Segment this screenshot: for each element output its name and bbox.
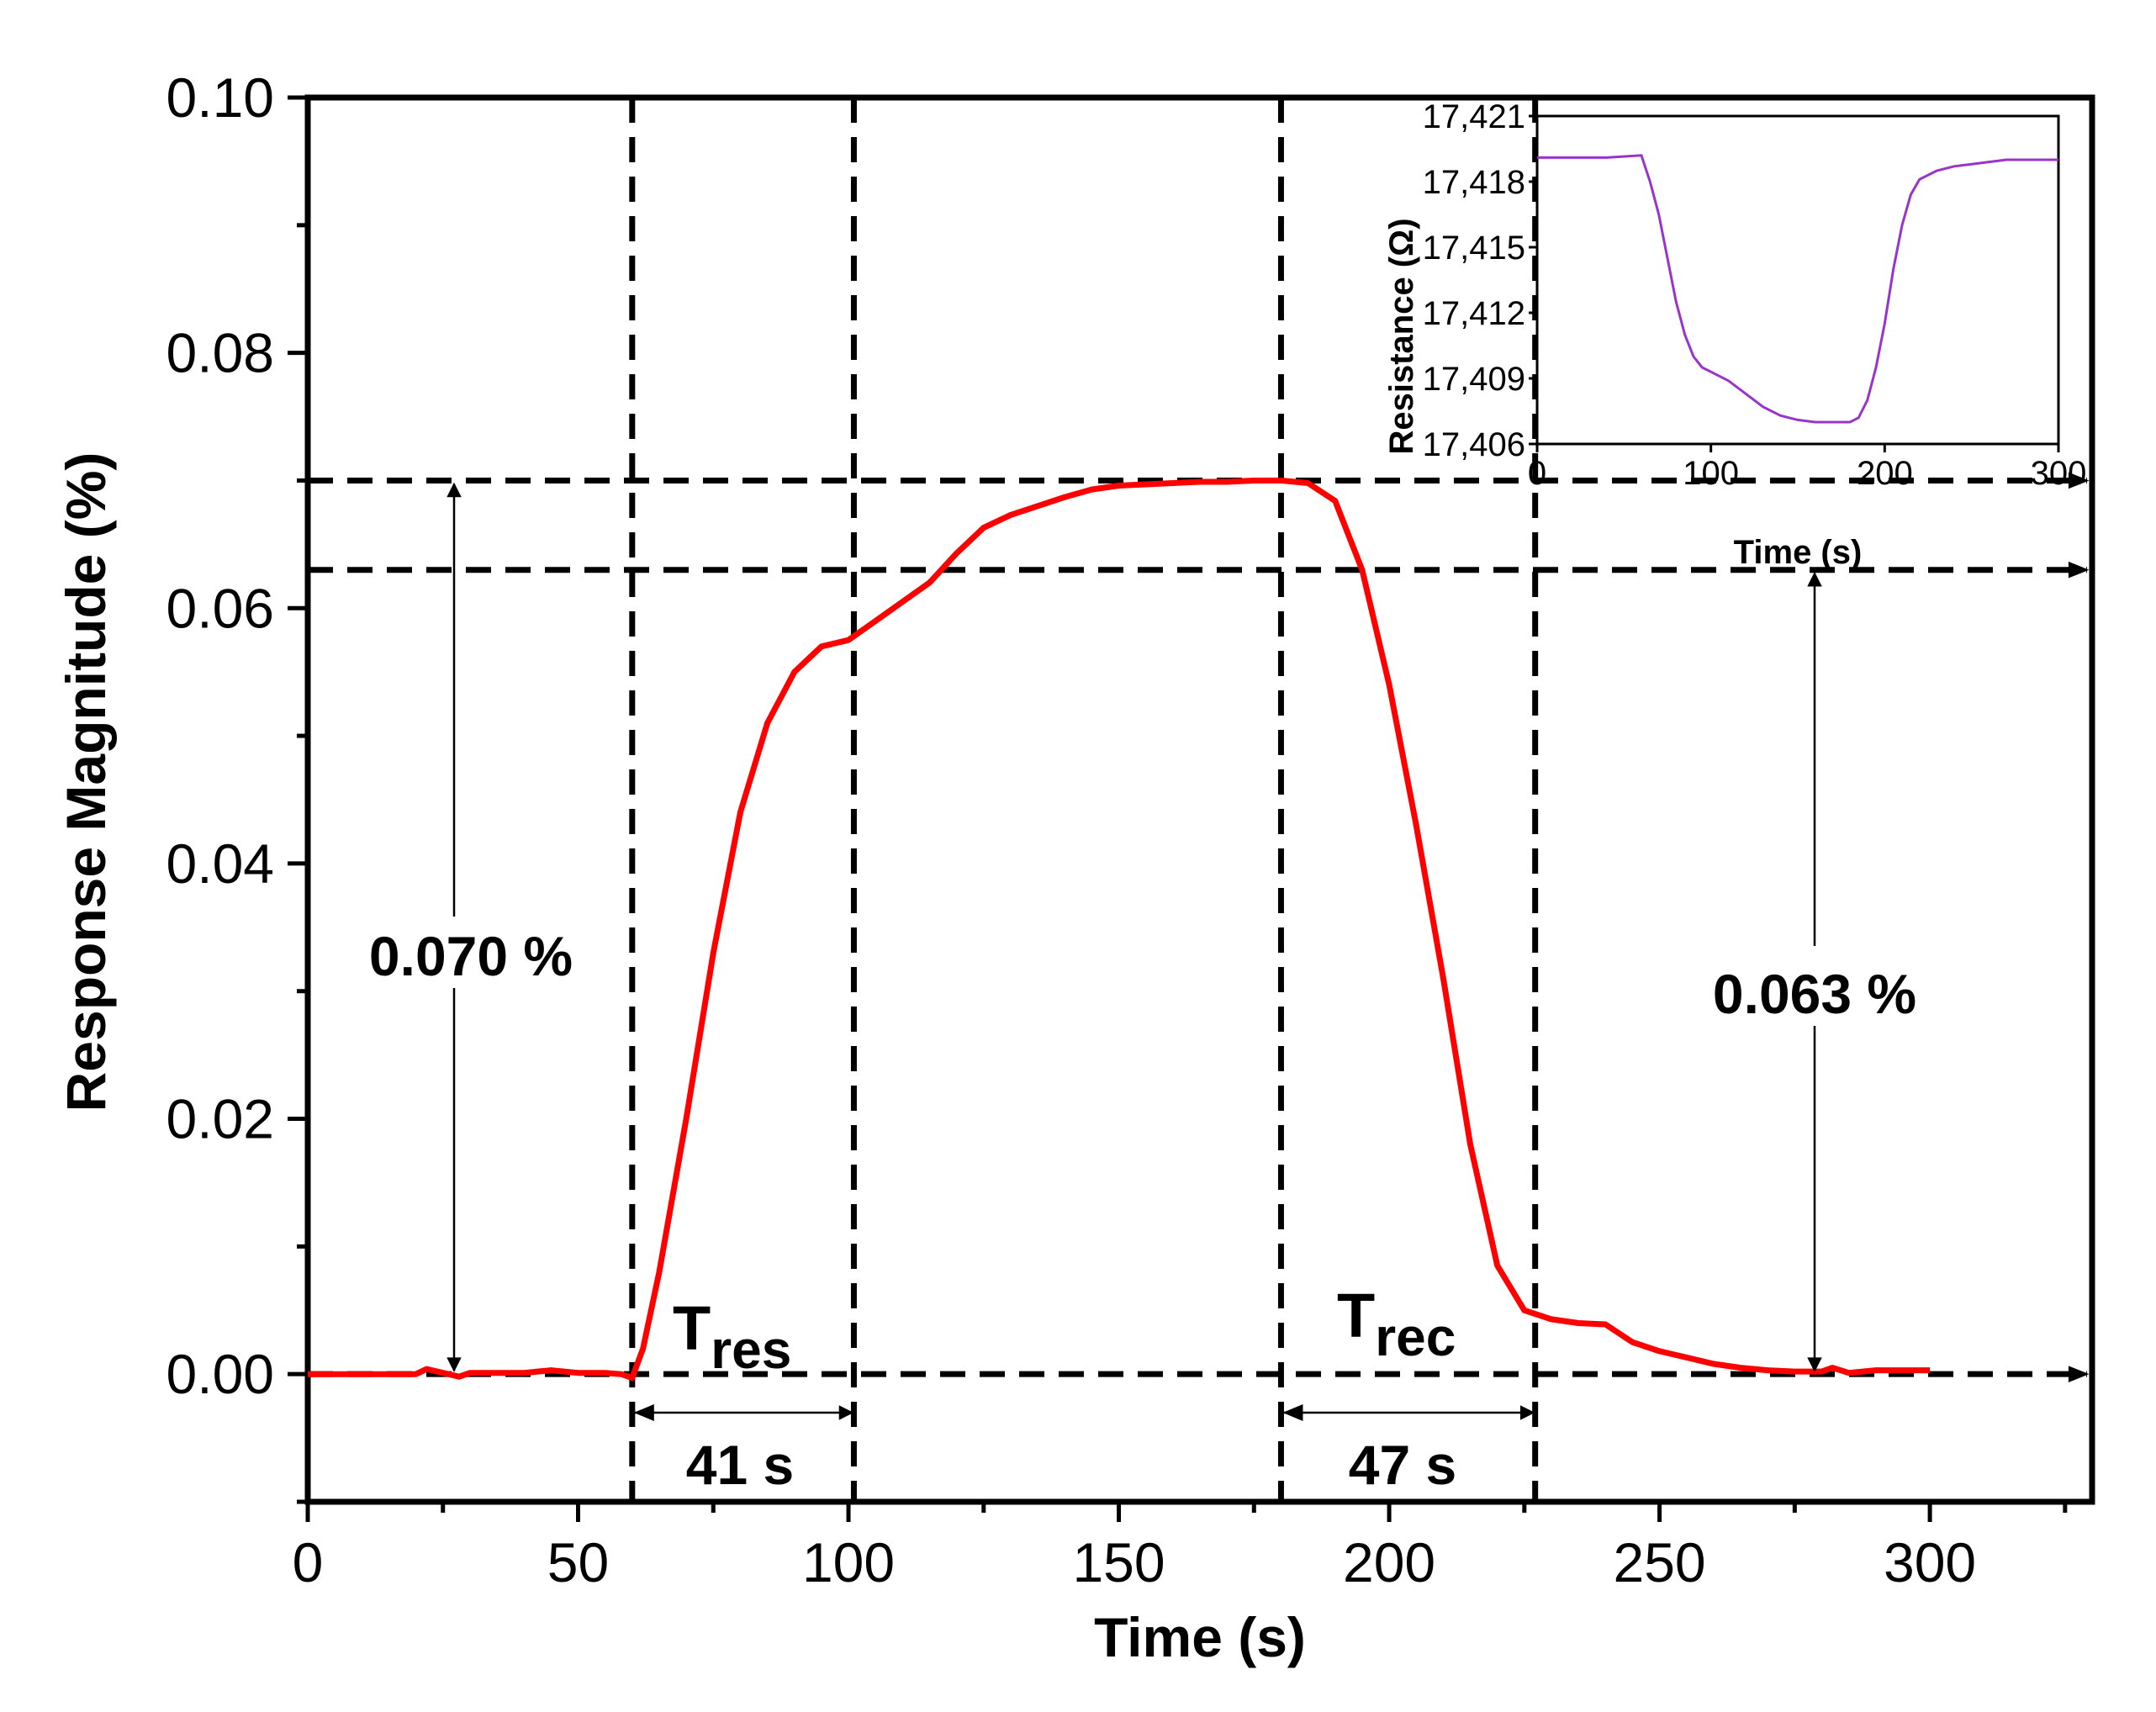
inset-axis-tick-labels: 0 100 200 300 17,406 17,409 17,412 17,415 17,418… (1423, 98, 2087, 492)
t-rec-value: 47 s (1349, 1434, 1456, 1496)
y-tick-label: 0.00 (166, 1343, 274, 1405)
main-axis-tick-labels: 0 50 100 150 200 250 300 0.00 0.02 0.04 0.06 0.08 0.… (166, 66, 1977, 1593)
inset-axis-ticks (1529, 114, 2060, 452)
t-res-value: 41 s (686, 1434, 794, 1496)
t-res-label: Tres (673, 1293, 791, 1380)
x-tick-label: 250 (1614, 1531, 1706, 1593)
x-axis-title: Time (s) (1094, 1606, 1306, 1668)
inset-x-tick-label: 0 (1528, 455, 1546, 492)
resistance-series-line (1537, 154, 2058, 424)
annotation-arrows (447, 482, 1822, 1421)
t-rec-base: T (1337, 1281, 1375, 1350)
x-tick-label: 0 (293, 1531, 324, 1593)
inset-y-tick-label: 17,415 (1423, 230, 1525, 267)
t-rec-label: Trec (1337, 1281, 1456, 1367)
arrow-head-left (1282, 1404, 1303, 1421)
recovery-magnitude-label: 0.063 % (1713, 963, 1916, 1025)
x-tick-label: 100 (802, 1531, 895, 1593)
response-magnitude-label: 0.070 % (369, 925, 573, 987)
inset-chart: 0 100 200 300 17,406 17,409 17,412 17,415 17,418… (1383, 98, 2086, 571)
x-tick-label: 50 (547, 1531, 609, 1593)
x-tick-label: 300 (1884, 1531, 1976, 1593)
inset-y-tick-label: 17,418 (1423, 164, 1525, 201)
t-res-base: T (673, 1293, 711, 1363)
y-tick-label: 0.06 (166, 577, 274, 639)
y-axis-title: Response Magnitude (%) (55, 452, 117, 1112)
inset-y-tick-label: 17,421 (1423, 98, 1525, 135)
y-tick-label: 0.10 (166, 66, 274, 129)
inset-y-tick-label: 17,409 (1423, 361, 1525, 398)
arrow-head-left (633, 1404, 654, 1421)
inset-x-tick-label: 300 (2031, 455, 2087, 492)
t-res-sub: res (711, 1319, 791, 1380)
inset-x-tick-label: 200 (1857, 455, 1913, 492)
inset-frame (1535, 114, 2060, 446)
t-rec-sub: rec (1375, 1307, 1456, 1367)
inset-x-axis-title: Time (s) (1734, 534, 1863, 571)
inset-x-tick-label: 100 (1683, 455, 1739, 492)
plot-frame (304, 94, 2095, 1505)
y-tick-label: 0.08 (166, 322, 274, 384)
inset-y-tick-label: 17,412 (1423, 295, 1525, 332)
y-tick-label: 0.02 (166, 1088, 274, 1150)
x-tick-label: 200 (1343, 1531, 1435, 1593)
inset-y-axis-title: Resistance (Ω) (1383, 218, 1420, 454)
main-axis-ticks (288, 95, 2068, 1522)
y-tick-label: 0.04 (166, 832, 274, 895)
response-series-line (308, 478, 1931, 1382)
x-tick-label: 150 (1072, 1531, 1165, 1593)
inset-y-tick-label: 17,406 (1423, 426, 1525, 463)
